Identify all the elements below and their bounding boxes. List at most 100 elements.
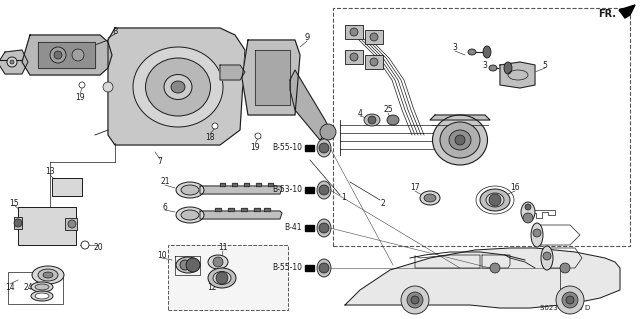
- Circle shape: [490, 263, 500, 273]
- Ellipse shape: [440, 122, 480, 158]
- Polygon shape: [200, 186, 282, 194]
- Text: 23: 23: [35, 293, 45, 302]
- Text: 12: 12: [207, 284, 217, 293]
- Ellipse shape: [176, 257, 200, 273]
- Circle shape: [186, 258, 200, 272]
- Ellipse shape: [317, 181, 331, 199]
- Polygon shape: [345, 248, 620, 308]
- Circle shape: [50, 47, 66, 63]
- Ellipse shape: [480, 189, 510, 211]
- Text: 15: 15: [9, 198, 19, 207]
- Ellipse shape: [31, 291, 53, 301]
- Polygon shape: [215, 208, 221, 211]
- Text: 9: 9: [305, 33, 310, 42]
- Polygon shape: [256, 183, 261, 186]
- Ellipse shape: [455, 135, 465, 145]
- Ellipse shape: [133, 47, 223, 127]
- Text: B-55-10: B-55-10: [272, 263, 302, 272]
- Circle shape: [560, 263, 570, 273]
- Circle shape: [212, 123, 218, 129]
- Circle shape: [10, 60, 14, 64]
- Text: 13: 13: [45, 167, 55, 176]
- Text: 11: 11: [218, 243, 228, 253]
- Bar: [52, 178, 82, 196]
- Ellipse shape: [38, 269, 58, 281]
- Ellipse shape: [387, 115, 399, 125]
- Circle shape: [370, 58, 378, 66]
- Polygon shape: [200, 211, 282, 219]
- Bar: [18, 207, 76, 245]
- Text: FR.: FR.: [598, 9, 616, 19]
- Bar: [333, 8, 630, 246]
- Text: 19: 19: [75, 93, 85, 101]
- Text: 3: 3: [483, 61, 488, 70]
- Ellipse shape: [176, 207, 204, 223]
- Ellipse shape: [176, 182, 204, 198]
- Text: 25: 25: [383, 106, 393, 115]
- Ellipse shape: [364, 114, 380, 126]
- Polygon shape: [255, 50, 290, 105]
- Bar: [14, 217, 22, 229]
- Circle shape: [523, 213, 533, 223]
- Ellipse shape: [433, 115, 488, 165]
- Text: 10: 10: [157, 250, 167, 259]
- Ellipse shape: [181, 185, 199, 195]
- Ellipse shape: [213, 271, 231, 285]
- Ellipse shape: [181, 210, 199, 220]
- Circle shape: [319, 223, 329, 233]
- Circle shape: [213, 257, 223, 267]
- Ellipse shape: [145, 58, 211, 116]
- Text: 18: 18: [205, 133, 215, 143]
- Ellipse shape: [541, 246, 553, 270]
- Polygon shape: [108, 28, 245, 145]
- Circle shape: [350, 28, 358, 36]
- Bar: [168, 245, 288, 310]
- Circle shape: [566, 296, 574, 304]
- Ellipse shape: [521, 202, 535, 222]
- Bar: [65, 218, 77, 230]
- Ellipse shape: [504, 62, 512, 74]
- Text: B-53-10: B-53-10: [272, 186, 302, 195]
- Circle shape: [368, 116, 376, 124]
- Circle shape: [81, 241, 89, 249]
- Text: B-41: B-41: [285, 224, 302, 233]
- Polygon shape: [220, 183, 225, 186]
- Polygon shape: [305, 225, 314, 231]
- Circle shape: [319, 143, 329, 153]
- Ellipse shape: [483, 46, 491, 58]
- Ellipse shape: [468, 49, 476, 55]
- Polygon shape: [0, 50, 28, 74]
- Bar: [8, 272, 63, 304]
- Polygon shape: [290, 70, 330, 140]
- Ellipse shape: [531, 223, 543, 247]
- Circle shape: [7, 57, 17, 67]
- Text: 2: 2: [381, 198, 385, 207]
- Ellipse shape: [317, 259, 331, 277]
- Polygon shape: [244, 183, 249, 186]
- Ellipse shape: [489, 65, 497, 71]
- Circle shape: [68, 220, 76, 228]
- Circle shape: [216, 272, 228, 284]
- Ellipse shape: [35, 293, 49, 299]
- Circle shape: [401, 286, 429, 314]
- Polygon shape: [242, 40, 300, 115]
- Circle shape: [533, 229, 541, 237]
- Polygon shape: [430, 115, 490, 120]
- Ellipse shape: [486, 193, 504, 207]
- Polygon shape: [305, 145, 314, 151]
- Circle shape: [489, 194, 501, 206]
- Polygon shape: [232, 183, 237, 186]
- Text: 4: 4: [358, 108, 362, 117]
- Text: 8: 8: [112, 27, 118, 36]
- Polygon shape: [305, 265, 314, 271]
- Polygon shape: [619, 5, 635, 18]
- Bar: [345, 25, 363, 39]
- Circle shape: [407, 292, 423, 308]
- Text: S023-B1100 D: S023-B1100 D: [540, 305, 590, 311]
- Circle shape: [411, 296, 419, 304]
- Text: 19: 19: [250, 144, 260, 152]
- Text: 3: 3: [452, 43, 458, 53]
- Polygon shape: [268, 183, 273, 186]
- Ellipse shape: [208, 268, 236, 288]
- Ellipse shape: [31, 282, 53, 292]
